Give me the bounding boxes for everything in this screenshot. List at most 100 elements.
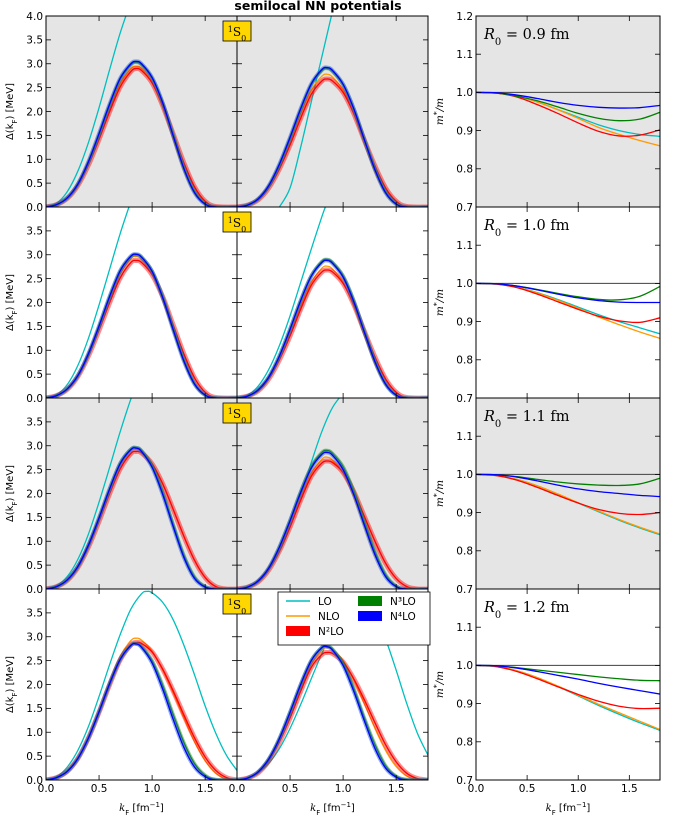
r0-label: R0 = 1.1 fm [483,409,570,430]
gap-ylabel: Δ(kF) [MeV] [5,274,19,331]
y-tick-label: 2.5 [26,82,43,94]
panel-background [46,398,237,589]
y-tick-label: 3.0 [26,441,43,453]
panel-background [46,589,237,780]
panel-r3-c2 [236,397,429,590]
y-tick-label: 1.0 [26,345,43,357]
curve-lo [278,16,333,207]
y-tick-label: 3.0 [26,250,43,262]
mass-ylabel: m*/m [432,98,447,125]
y-tick-label: 3.0 [26,59,43,71]
curve-n4lo [46,642,237,780]
curve-n4lo [46,447,237,589]
y-tick-label: 3.0 [26,632,43,644]
legend-label: N²LO [318,626,344,638]
y-tick-label: 0.7 [456,775,473,787]
curve-n4lo [476,91,660,109]
mass-ylabel: m*/m [432,671,447,698]
y-tick-label: 0.8 [456,164,473,176]
y-tick-label: 2.5 [26,655,43,667]
x-tick-label: 1.5 [388,783,405,795]
y-tick-label: 0.5 [26,369,43,381]
channel-badge-1s0: 1S0 [222,593,252,616]
curve-n4lo [237,259,428,398]
curve-n4lo [237,645,428,780]
x-axis-label: kF [fm−1] [546,801,591,817]
x-tick-label: 0.0 [229,783,246,795]
y-tick-label: 1.0 [456,87,473,99]
y-tick-label: 1.5 [26,512,43,524]
panel-background [237,398,428,589]
y-tick-label: 3.5 [26,35,43,47]
figure-title: semilocal NN potentials [234,0,401,13]
y-tick-label: 2.0 [26,106,43,118]
legend-entry-n4lo: N⁴LO [358,611,416,623]
panel-background [476,16,660,207]
curve-n4lo [237,66,428,207]
x-axis-label: kF [fm−1] [310,801,355,817]
y-tick-label: 1.0 [456,469,473,481]
y-tick-label: 1.1 [456,622,473,634]
panel-grid: 0.0 0.5 1.0 1.5 2.0 2.5 3.0 3.5 4.0 0.7 0.8 0.9 1.0 1… [5,11,661,817]
y-tick-label: 0.0 [26,775,43,787]
panel-r4-c3: 0.0 0.5 1.0 1.5 0.7 0.8 0.9 1.0 1.1 [456,588,661,795]
y-tick-label: 0.8 [456,737,473,749]
y-tick-label: 0.0 [26,584,43,596]
y-tick-label: 1.1 [456,431,473,443]
legend-swatch [358,611,382,621]
y-tick-label: 2.0 [26,297,43,309]
x-tick-label: 0.5 [519,783,536,795]
y-tick-label: 0.0 [26,393,43,405]
y-tick-label: 1.0 [26,536,43,548]
panel-background [46,207,237,398]
y-tick-label: 0.5 [26,178,43,190]
panel-r2-c3: 0.7 0.8 0.9 1.0 1.1 [456,206,661,405]
plot-area [237,398,428,589]
panel-background [476,589,660,780]
y-tick-label: 1.0 [456,278,473,290]
legend-entry-nlo: NLO [286,611,340,623]
curve-n4lo [46,60,237,207]
r0-label: R0 = 1.0 fm [483,218,570,239]
y-tick-label: 2.0 [26,488,43,500]
y-tick-label: 0.7 [456,584,473,596]
panel-r2-c2 [236,206,429,399]
plot-area [476,664,660,731]
panel-r1-c3: 0.7 0.8 0.9 1.0 1.1 1.2 [456,11,661,214]
y-tick-label: 1.1 [456,49,473,61]
legend-swatch [286,626,310,636]
mass-ylabel: m*/m [432,289,447,316]
curve-n4lo [476,473,660,498]
curve-n4lo [237,451,428,589]
r0-label: R0 = 1.2 fm [483,600,570,621]
y-tick-label: 0.5 [26,560,43,572]
panel-background [46,16,237,207]
panel-frame [475,588,661,781]
legend: LO NLO N²LO N³LO N⁴LO [277,591,431,646]
svg-text:1S0: 1S0 [228,407,246,425]
curve-n2lo [476,664,660,710]
panel-r3-c3: 0.7 0.8 0.9 1.0 1.1 [456,397,661,596]
panel-r1-c2 [236,15,429,208]
curve-n3lo [476,91,660,122]
y-tick-label: 3.5 [26,226,43,238]
panel-background [237,16,428,207]
curve-lo [46,16,127,207]
x-tick-label: 0.0 [468,783,485,795]
y-tick-label: 0.9 [456,698,473,710]
y-tick-label: 2.5 [26,273,43,285]
y-tick-label: 0.9 [456,125,473,137]
svg-text:1S0: 1S0 [228,216,246,234]
plot-area [237,600,428,780]
channel-badge-1s0: 1S0 [222,211,252,234]
panel-background [237,207,428,398]
y-tick-label: 1.0 [456,660,473,672]
panel-r4-c1: 0.0 0.5 1.0 1.5 0.0 0.5 1.0 1.5 2.0 2.5 3.0 3.5 [26,588,238,795]
y-tick-label: 1.5 [26,321,43,333]
r0-label: R0 = 0.9 fm [483,27,570,48]
legend-entry-lo: LO [286,596,332,608]
y-tick-label: 1.0 [26,727,43,739]
curve-lo [46,590,237,780]
svg-text:1S0: 1S0 [228,598,246,616]
